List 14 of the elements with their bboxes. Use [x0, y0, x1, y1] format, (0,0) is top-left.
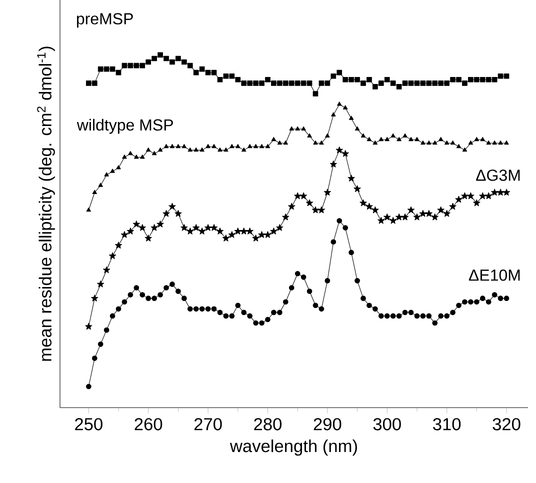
y-axis-title: mean residue ellipticity (deg. cm$^{2}$ dmol$^{-1}$): [37, 46, 55, 361]
x-tick-label: 290: [314, 418, 342, 430]
x-tick-label: 250: [75, 418, 102, 430]
x-tick-label: 270: [194, 418, 222, 430]
x-tick-label: 260: [134, 418, 162, 430]
series-label: wildtype MSP: [76, 118, 173, 134]
series-label: ΔE10M: [468, 269, 520, 281]
series-label: ΔG3M: [476, 170, 520, 181]
x-tick-label: 300: [373, 418, 401, 430]
text: preMSP: [76, 13, 133, 28]
x-tick-label: 310: [433, 418, 461, 430]
x-axis-title: wavelength (nm): [230, 439, 357, 456]
x-tick-label: 280: [254, 418, 282, 430]
x-tick-label: 320: [492, 418, 520, 430]
